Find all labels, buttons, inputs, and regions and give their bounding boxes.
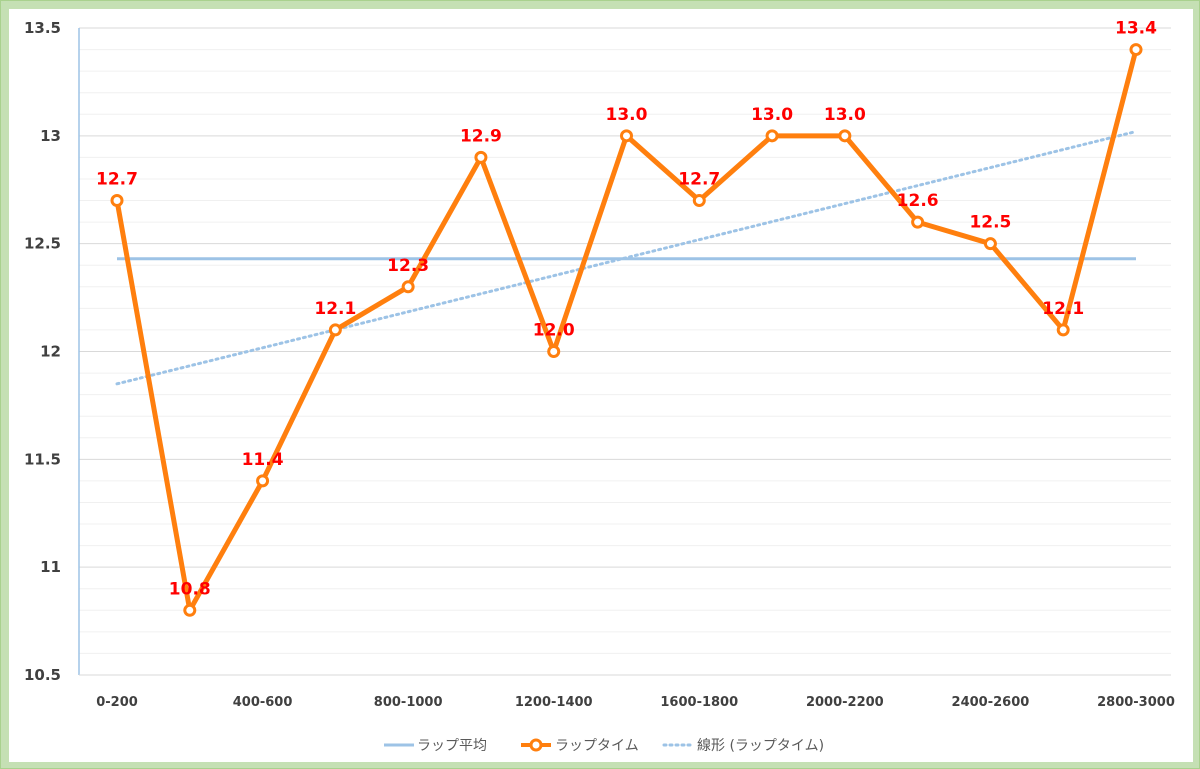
x-tick-label: 2800-3000 [1097, 695, 1175, 710]
data-label: 11.4 [242, 450, 284, 470]
data-label: 13.0 [606, 105, 648, 125]
minor-gridlines [79, 49, 1171, 654]
line-chart: 10.5 11 11.5 12 12.5 13 13.5 0-200 400-600 800-1… [24, 19, 1175, 754]
data-label: 13.0 [824, 105, 866, 125]
chart-area: 10.5 11 11.5 12 12.5 13 13.5 0-200 400-600 800-1… [9, 9, 1193, 762]
major-gridlines [79, 27, 1171, 568]
x-axis-ticks: 0-200 400-600 800-1000 1200-1400 1600-1800 20… [96, 695, 1175, 710]
x-tick-label: 1200-1400 [515, 695, 593, 710]
lap-time-point [401, 280, 415, 294]
trend-line-group [115, 130, 1138, 386]
axes [78, 28, 1171, 676]
x-tick-label: 1600-1800 [660, 695, 738, 710]
data-label: 13.4 [1115, 19, 1157, 39]
lap-time-point [911, 215, 925, 229]
lap-time-point [692, 194, 706, 208]
data-label: 12.7 [96, 170, 138, 190]
legend-label-lap-time: ラップタイム [555, 738, 639, 754]
data-label: 12.7 [678, 170, 720, 190]
lap-time-point [256, 474, 270, 488]
legend-label-trend: 線形 (ラップタイム) [697, 738, 824, 754]
x-tick-label: 2400-2600 [952, 695, 1030, 710]
y-tick-label: 13.5 [24, 19, 61, 37]
legend-marker-lap-time [529, 738, 543, 752]
x-tick-label: 0-200 [96, 695, 138, 710]
lap-time-point [547, 345, 561, 358]
y-tick-label: 11 [40, 558, 61, 576]
lap-time-point [1056, 323, 1070, 337]
data-label: 12.5 [969, 213, 1011, 233]
x-tick-label: 400-600 [233, 695, 293, 710]
x-tick-label: 800-1000 [374, 695, 443, 710]
y-tick-label: 11.5 [24, 450, 61, 468]
lap-time-point [983, 237, 997, 251]
y-tick-label: 12.5 [24, 235, 61, 253]
x-tick-label: 2000-2200 [806, 695, 884, 710]
lap-time-point [328, 323, 342, 337]
data-label: 12.9 [460, 126, 502, 146]
lap-time-point [838, 129, 852, 143]
data-labels: 12.7 10.8 11.4 12.1 12.3 12.9 12.0 13.0 12.7 13.0… [96, 19, 1157, 600]
data-label: 10.8 [169, 579, 211, 599]
legend: ラップ平均 ラップタイム 線形 (ラップタイム) [384, 738, 824, 754]
data-label: 12.0 [533, 321, 575, 341]
data-label: 12.1 [1042, 299, 1084, 319]
lap-time-point [474, 150, 488, 164]
data-label: 12.1 [314, 299, 356, 319]
lap-time-point [765, 129, 779, 143]
y-axis-ticks: 10.5 11 11.5 12 12.5 13 13.5 [24, 19, 61, 684]
lap-time-point [620, 129, 633, 143]
y-tick-label: 13 [40, 127, 61, 145]
trend-line [115, 130, 1138, 386]
lap-time-point [1129, 43, 1143, 57]
legend-label-average: ラップ平均 [417, 738, 487, 754]
data-label: 12.3 [387, 256, 429, 276]
lap-time-series-group [110, 43, 1143, 617]
y-tick-label: 12 [40, 343, 61, 361]
lap-time-point [110, 194, 124, 208]
data-label: 13.0 [751, 105, 793, 125]
lap-time-point [183, 603, 197, 617]
data-label: 12.6 [897, 191, 939, 211]
y-tick-label: 10.5 [24, 666, 61, 684]
